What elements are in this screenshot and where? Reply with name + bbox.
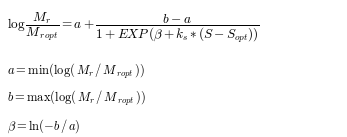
Text: $b = \mathrm{max}(\log(\, M_r \,/\, M_{\,ropt}\,))$: $b = \mathrm{max}(\log(\, M_r \,/\, M_{\… xyxy=(7,89,146,108)
Text: $\log \dfrac{M_r}{M_{\,ropt}} = a + \dfrac{b - a}{1 + EXP\,(\beta + k_s\,{*}\,(S: $\log \dfrac{M_r}{M_{\,ropt}} = a + \dfr… xyxy=(7,10,260,45)
Text: $\beta = \ln(-b \,/\, a)$: $\beta = \ln(-b \,/\, a)$ xyxy=(7,117,81,135)
Text: $a = \mathrm{min}(\log(\, M_r \,/\, M_{\,ropt}\,))$: $a = \mathrm{min}(\log(\, M_r \,/\, M_{\… xyxy=(7,62,145,81)
